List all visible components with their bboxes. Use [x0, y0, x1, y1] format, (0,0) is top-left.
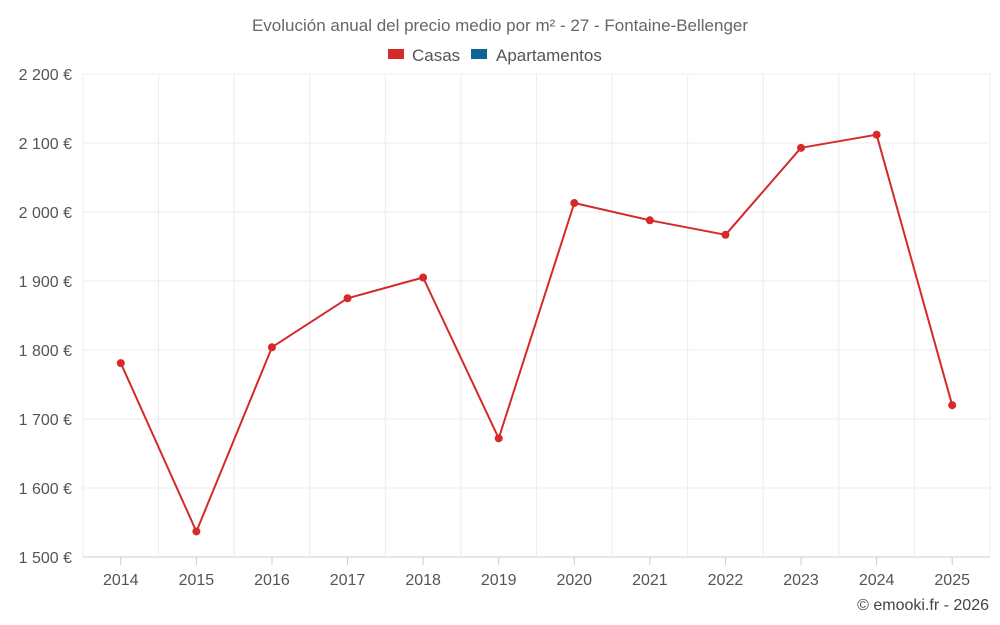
- y-tick-label: 1 900 €: [19, 274, 72, 291]
- x-tick-label: 2016: [254, 572, 290, 589]
- data-point-casas-2023[interactable]: [797, 143, 806, 152]
- series-casas: [116, 130, 957, 536]
- legend-item-apartamentos[interactable]: Apartamentos: [471, 46, 602, 65]
- x-tick-label: 2021: [632, 572, 668, 589]
- data-point-casas-2021[interactable]: [645, 216, 654, 225]
- x-tick-label: 2023: [783, 572, 819, 589]
- grid: [82, 73, 991, 558]
- legend: Casas Apartamentos: [388, 46, 602, 65]
- data-point-casas-2014[interactable]: [116, 359, 125, 368]
- x-tick-label: 2025: [934, 572, 970, 589]
- x-tick-label: 2019: [481, 572, 517, 589]
- y-tick-label: 1 700 €: [19, 412, 72, 429]
- y-tick-label: 1 800 €: [19, 343, 72, 360]
- x-tick-label: 2018: [405, 572, 441, 589]
- x-axis-labels: 2014 2015 2016 2017 2018 2019 2020 2021 2022 2023…: [103, 557, 970, 589]
- data-point-casas-2020[interactable]: [570, 199, 579, 208]
- legend-swatch-apartamentos: [471, 49, 487, 59]
- x-tick-label: 2014: [103, 572, 139, 589]
- y-tick-label: 2 000 €: [19, 205, 72, 222]
- x-tick-label: 2017: [330, 572, 366, 589]
- y-tick-label: 2 100 €: [19, 136, 72, 153]
- y-tick-label: 2 200 €: [19, 67, 72, 84]
- data-point-casas-2022[interactable]: [721, 230, 730, 239]
- credit-text: © emooki.fr - 2026: [857, 597, 989, 614]
- legend-item-casas[interactable]: Casas: [388, 46, 460, 65]
- data-point-casas-2018[interactable]: [419, 273, 428, 282]
- data-point-casas-2019[interactable]: [494, 434, 503, 443]
- x-tick-label: 2015: [179, 572, 215, 589]
- x-tick-label: 2024: [859, 572, 895, 589]
- data-point-casas-2017[interactable]: [343, 294, 352, 303]
- data-point-casas-2025[interactable]: [948, 401, 957, 410]
- data-point-casas-2016[interactable]: [267, 343, 276, 352]
- data-point-casas-2024[interactable]: [872, 130, 881, 139]
- series-line-casas: [119, 133, 954, 533]
- legend-label-casas: Casas: [412, 46, 460, 65]
- y-tick-label: 1 600 €: [19, 481, 72, 498]
- chart-title: Evolución anual del precio medio por m² …: [252, 16, 748, 35]
- data-point-casas-2015[interactable]: [192, 527, 201, 536]
- x-tick-label: 2022: [708, 572, 744, 589]
- legend-swatch-casas: [388, 49, 404, 59]
- x-tick-label: 2020: [556, 572, 592, 589]
- y-tick-label: 1 500 €: [19, 550, 72, 567]
- y-axis-labels: 1 500 € 1 600 € 1 700 € 1 800 € 1 900 € 2 000…: [19, 67, 72, 567]
- legend-label-apartamentos: Apartamentos: [496, 46, 602, 65]
